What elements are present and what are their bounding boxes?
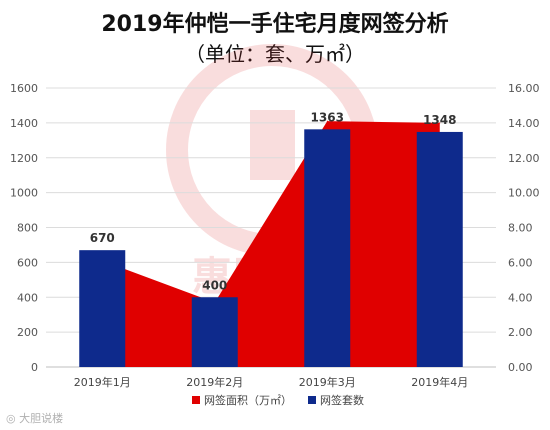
y-left-tick-label: 1000: [10, 187, 38, 200]
bar-data-label: 1348: [423, 113, 456, 127]
bar-data-label: 1363: [311, 110, 344, 124]
legend: 网签面积（万㎡） 网签套数: [192, 393, 364, 407]
y-axis-right: 0.00 2.00 4.00 6.00 8.00 10.00 12.00 14.00 16.00: [508, 82, 540, 374]
area-point: [439, 122, 441, 124]
bar-data-label: 400: [202, 278, 227, 292]
footer-text: 大胆说楼: [19, 412, 64, 425]
legend-label: 网签面积（万㎡）: [204, 393, 292, 407]
area-fill: [102, 121, 440, 367]
chart-title: 2019年仲恺一手住宅月度网签分析: [101, 12, 449, 37]
x-tick-label: 2019年3月: [299, 375, 356, 389]
legend-label: 网签套数: [320, 393, 364, 407]
x-tick-label: 2019年4月: [411, 375, 468, 389]
y-right-tick-label: 10.00: [508, 187, 540, 200]
y-left-tick-label: 600: [17, 256, 38, 269]
y-right-tick-label: 8.00: [508, 222, 533, 235]
bar: [191, 297, 238, 367]
area-point: [326, 120, 328, 122]
y-right-tick-label: 16.00: [508, 82, 540, 95]
x-tick-label: 2019年2月: [186, 375, 243, 389]
y-left-tick-label: 0: [31, 361, 38, 374]
x-axis: 2019年1月 2019年2月 2019年3月 2019年4月: [74, 375, 469, 389]
y-right-tick-label: 12.00: [508, 152, 540, 165]
y-left-tick-label: 400: [17, 291, 38, 304]
y-right-tick-label: 14.00: [508, 117, 540, 130]
bar-data-label: 670: [90, 231, 115, 245]
bar: [416, 131, 463, 367]
bar-series: [79, 129, 463, 367]
legend-swatch: [308, 396, 316, 404]
chart-subtitle: （单位：套、万㎡）: [185, 42, 365, 66]
bar: [304, 129, 351, 367]
legend-swatch: [192, 396, 200, 404]
y-left-tick-label: 200: [17, 326, 38, 339]
y-left-tick-label: 1400: [10, 117, 38, 130]
y-right-tick-label: 6.00: [508, 256, 533, 269]
footer-watermark: ◎ 大胆说楼: [6, 412, 64, 425]
y-axis-left: 0 200 400 600 800 1000 1200 1400 1600: [10, 82, 38, 374]
y-left-tick-label: 1200: [10, 152, 38, 165]
x-tick-label: 2019年1月: [74, 375, 131, 389]
y-right-tick-label: 0.00: [508, 361, 533, 374]
bar: [79, 250, 126, 367]
y-right-tick-label: 2.00: [508, 326, 533, 339]
y-left-tick-label: 1600: [10, 82, 38, 95]
data-labels: 670 400 1363 1348: [90, 110, 457, 292]
y-right-tick-label: 4.00: [508, 291, 533, 304]
y-left-tick-label: 800: [17, 222, 38, 235]
